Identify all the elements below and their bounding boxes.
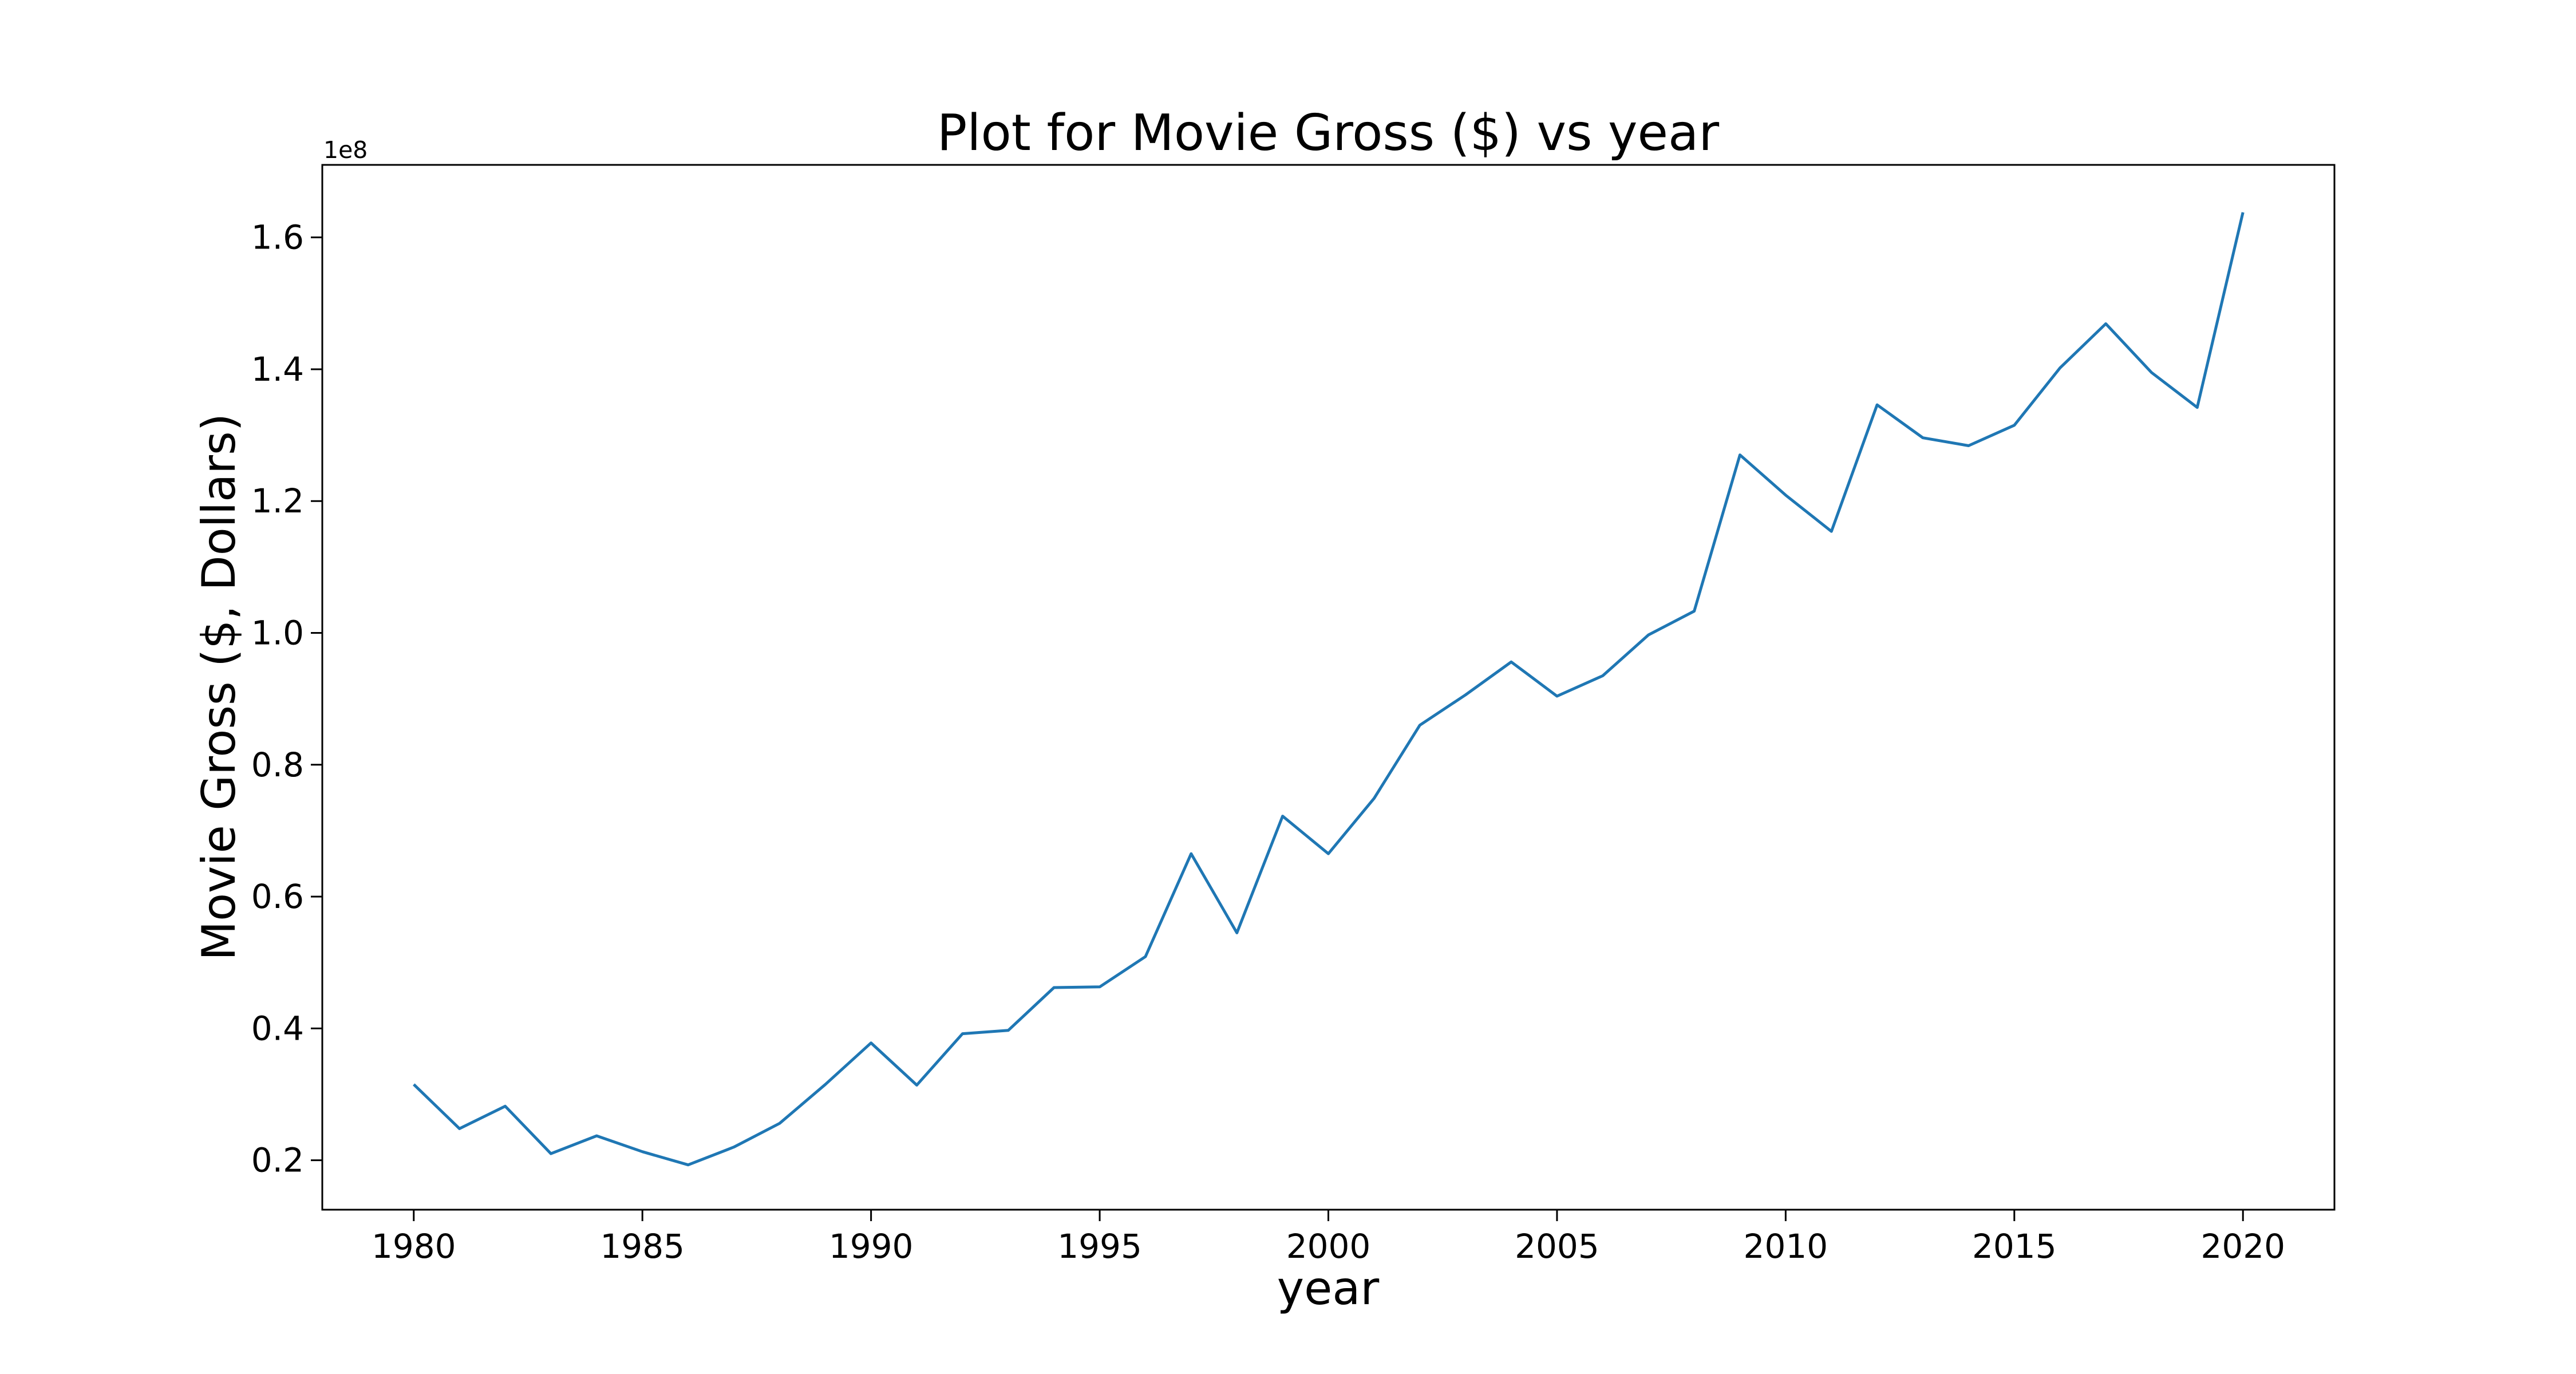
data-point [1647,634,1650,637]
x-tick-label: 1980 [372,1227,456,1266]
x-tick-label: 2015 [1972,1227,2057,1266]
data-point [595,1135,598,1138]
data-point [1144,955,1147,958]
data-point [915,1084,918,1087]
y-tick-label: 0.2 [251,1141,304,1180]
series-line [413,212,2245,1167]
y-tick-label: 1.4 [251,350,304,389]
data-point [961,1032,964,1035]
data-point [458,1127,461,1130]
data-point [2059,366,2061,369]
data-point [1327,852,1330,855]
data-point [1739,453,1741,456]
series-layer [412,211,2245,1167]
x-tick-label: 1985 [600,1227,685,1266]
y-tick-label: 1.0 [251,614,304,653]
data-point [1053,986,1056,989]
data-point [1099,985,1101,988]
y-tick-label: 0.8 [251,745,304,784]
data-point [1967,444,1970,447]
data-point [412,1083,415,1086]
data-point [1464,693,1467,696]
y-tick-label: 1.2 [251,481,304,520]
data-point [2013,424,2016,427]
data-point [1007,1029,1010,1032]
data-point [1693,610,1696,613]
data-point [1281,815,1284,818]
data-point [778,1122,781,1125]
y-axis-title: Movie Gross ($, Dollars) [192,413,246,961]
data-point [2104,322,2107,325]
data-point [504,1105,507,1108]
data-point [1830,530,1833,533]
data-point [1510,661,1513,664]
x-tick-label: 2020 [2200,1227,2285,1266]
data-point [1373,797,1376,800]
ticks-layer: 1980 1985 1990 1995 2000 2005 2010 2015 2020 0.2 0… [251,218,2285,1266]
data-point [550,1152,552,1155]
data-point [1601,674,1604,677]
plot-frame [321,164,2336,1211]
data-point [1419,724,1421,727]
data-point [2196,406,2199,409]
data-point [824,1083,827,1086]
data-point [1784,493,1787,496]
x-tick-label: 2010 [1744,1227,1828,1266]
x-tick-label: 2000 [1286,1227,1371,1266]
x-tick-label: 1990 [829,1227,914,1266]
chart-title: Plot for Movie Gross ($) vs year [937,104,1720,162]
y-tick-label: 0.4 [251,1009,304,1048]
data-point [1876,404,1879,406]
data-point [1235,931,1238,934]
data-point [2150,371,2153,374]
x-tick-label: 1995 [1057,1227,1142,1266]
data-point [641,1150,644,1153]
y-tick-label: 1.6 [251,218,304,257]
y-offset-label: 1e8 [323,136,368,164]
data-point [1190,852,1192,855]
data-point [2242,211,2245,214]
data-point [687,1163,690,1166]
data-point [733,1146,736,1148]
data-point [870,1041,872,1044]
data-point [1922,436,1925,439]
x-axis-title: year [1277,1262,1380,1315]
x-tick-label: 2005 [1515,1227,1599,1266]
data-point [1555,695,1558,698]
y-tick-label: 0.6 [251,877,304,916]
